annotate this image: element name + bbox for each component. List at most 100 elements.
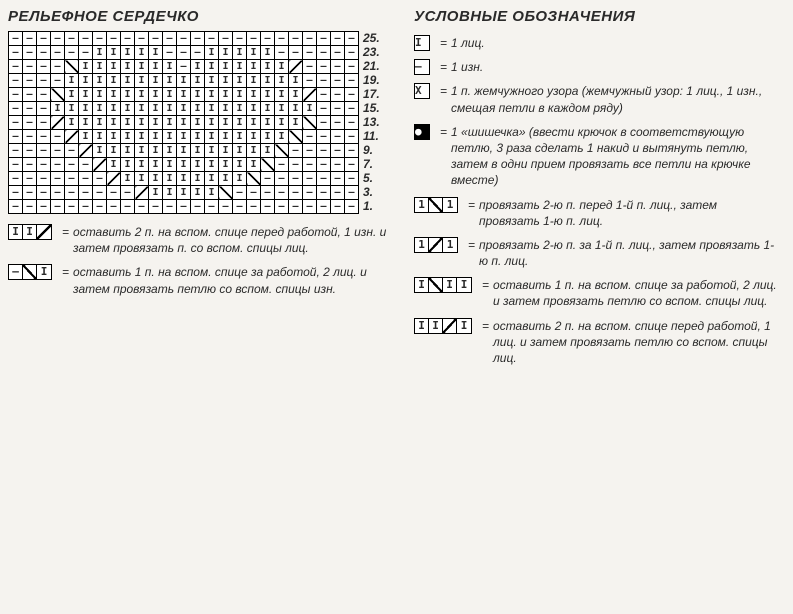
chart-cell [37, 200, 51, 214]
chart-cell [219, 32, 233, 46]
chart-cell [149, 46, 163, 60]
chart-cell [163, 102, 177, 116]
legend-item: III=оставить 2 п. на вспом. спице пе­ред… [414, 318, 779, 367]
chart-cell [9, 88, 23, 102]
legend-item: X=1 п. жемчужного узора (жем­чужный узор… [414, 83, 779, 115]
chart-cell [79, 102, 93, 116]
chart-cell [219, 102, 233, 116]
chart-cell [177, 46, 191, 60]
chart-cell [233, 88, 247, 102]
chart-cell [79, 186, 93, 200]
chart-cell [191, 46, 205, 60]
chart-cell [149, 88, 163, 102]
chart-cell [23, 32, 37, 46]
chart-cell [121, 74, 135, 88]
chart-cell [205, 60, 219, 74]
chart-cell [261, 144, 275, 158]
chart-cell [93, 60, 107, 74]
chart-cell [79, 130, 93, 144]
knitting-chart [8, 31, 359, 214]
chart-cell [289, 144, 303, 158]
chart-cell [205, 116, 219, 130]
chart-cell [9, 46, 23, 60]
chart-cell [317, 102, 331, 116]
equals-sign: = [468, 237, 475, 253]
chart-cell [51, 60, 65, 74]
chart-cell [79, 172, 93, 186]
chart-cell [163, 158, 177, 172]
chart-cell [233, 102, 247, 116]
equals-sign: = [468, 197, 475, 213]
chart-cell [205, 88, 219, 102]
chart-cell [261, 116, 275, 130]
chart-cell [65, 46, 79, 60]
chart-cell [121, 158, 135, 172]
legend-text: оставить 2 п. на вспом. спице пе­ред раб… [73, 224, 398, 256]
chart-cell [233, 74, 247, 88]
chart-cell [37, 88, 51, 102]
chart-cell [107, 88, 121, 102]
row-number: 3. [363, 185, 380, 199]
chart-cell [247, 144, 261, 158]
chart-cell [275, 60, 289, 74]
chart-cell [331, 60, 345, 74]
chart-cell [51, 130, 65, 144]
chart-cell [303, 144, 317, 158]
chart-cell [345, 32, 359, 46]
chart-cell [191, 60, 205, 74]
chart-cell [51, 186, 65, 200]
equals-sign: = [482, 318, 489, 334]
chart-cell [275, 172, 289, 186]
legend-item: –=1 изн. [414, 59, 779, 75]
chart-cell [149, 200, 163, 214]
row-number: 21. [363, 59, 380, 73]
chart-cell [121, 88, 135, 102]
chart-cell [65, 116, 79, 130]
chart-cell [121, 102, 135, 116]
chart-cell [275, 116, 289, 130]
chart-cell [303, 88, 317, 102]
chart-cell [177, 200, 191, 214]
chart-cell [177, 158, 191, 172]
legend-text: провязать 2-ю п. перед 1-й п. лиц., зате… [479, 197, 779, 229]
legend-symbol: I [414, 35, 430, 51]
chart-cell [177, 116, 191, 130]
chart-cell [275, 32, 289, 46]
chart-cell [219, 46, 233, 60]
legend-item: ●=1 «шишечка» (ввести крючок в соответст… [414, 124, 779, 189]
chart-cell [23, 88, 37, 102]
chart-cell [107, 102, 121, 116]
chart-cell [233, 32, 247, 46]
chart-cell [149, 60, 163, 74]
chart-cell [9, 74, 23, 88]
chart-cell [79, 74, 93, 88]
chart-cell [289, 88, 303, 102]
chart-cell [93, 88, 107, 102]
chart-cell [23, 130, 37, 144]
chart-cell [289, 200, 303, 214]
legend-symbol: III [414, 277, 472, 293]
chart-cell [23, 186, 37, 200]
row-number: 5. [363, 171, 380, 185]
chart-cell [149, 116, 163, 130]
chart-cell [261, 60, 275, 74]
right-legend-list: I=1 лиц.–=1 изн.X=1 п. жемчужного узора … [414, 35, 779, 366]
chart-cell [9, 130, 23, 144]
chart-cell [191, 32, 205, 46]
chart-cell [65, 144, 79, 158]
chart-cell [247, 32, 261, 46]
chart-cell [289, 46, 303, 60]
chart-cell [93, 74, 107, 88]
chart-cell [247, 74, 261, 88]
chart-cell [317, 116, 331, 130]
equals-sign: = [440, 59, 447, 75]
chart-cell [345, 144, 359, 158]
chart-cell [261, 186, 275, 200]
chart-cell [345, 116, 359, 130]
chart-cell [317, 144, 331, 158]
chart-cell [135, 158, 149, 172]
chart-cell [247, 88, 261, 102]
chart-cell [191, 200, 205, 214]
chart-cell [65, 32, 79, 46]
chart-cell [205, 158, 219, 172]
